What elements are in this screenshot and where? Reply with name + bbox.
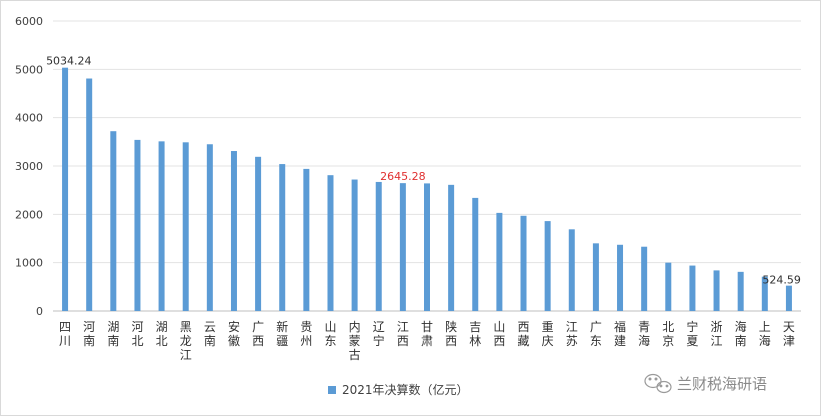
- x-tick-label: 湖南: [107, 319, 119, 348]
- data-label: 524.59: [762, 274, 801, 287]
- y-tick-label: 5000: [15, 63, 43, 76]
- x-tick-label: 重庆: [542, 320, 554, 348]
- y-tick-label: 4000: [15, 112, 43, 125]
- bar: [86, 78, 93, 312]
- y-tick-label: 6000: [15, 15, 43, 28]
- bar: [761, 276, 768, 311]
- x-tick-label: 甘肃: [421, 320, 433, 348]
- bar: [255, 156, 262, 311]
- x-tick-label: 浙江: [711, 320, 723, 348]
- bar: [230, 151, 237, 311]
- x-tick-label: 江西: [397, 320, 409, 348]
- x-tick-label: 福建: [614, 319, 626, 348]
- legend-label: 2021年决算数（亿元）: [342, 382, 469, 397]
- x-tick-label: 广西: [252, 320, 264, 348]
- bar: [472, 197, 479, 311]
- x-tick-label: 河北: [131, 320, 143, 348]
- x-tick-label: 山西: [493, 320, 505, 348]
- bar: [303, 168, 310, 311]
- bar: [448, 184, 455, 311]
- bar: [351, 179, 358, 311]
- y-axis: 0 1000 2000 3000 4000 5000 6000: [15, 15, 43, 318]
- legend: 2021年决算数（亿元）: [328, 382, 469, 397]
- y-tick-label: 2000: [15, 208, 43, 221]
- bar: [689, 265, 696, 311]
- bar: [206, 144, 213, 311]
- x-tick-label: 新疆: [276, 319, 288, 348]
- bar: [785, 285, 792, 311]
- bar: [158, 141, 165, 311]
- bar: [424, 183, 430, 311]
- x-tick-label: 四川: [59, 320, 71, 348]
- data-labels: 5034.24 2645.28 524.59: [46, 55, 801, 287]
- x-tick-label: 青海: [638, 320, 650, 348]
- bar: [134, 139, 141, 311]
- bars: [62, 67, 792, 312]
- data-label: 2645.28: [380, 170, 426, 183]
- x-tick-label: 山东: [324, 320, 336, 348]
- bar: [62, 67, 69, 311]
- legend-swatch: [328, 386, 336, 394]
- bar: [399, 183, 406, 311]
- x-tick-label: 广东: [590, 320, 602, 348]
- bar: [568, 229, 575, 311]
- x-tick-label: 西藏: [518, 320, 530, 348]
- bar: [496, 212, 503, 311]
- y-tick-label: 3000: [15, 160, 43, 173]
- watermark-text: 兰财税海研语: [677, 375, 767, 393]
- x-tick-label: 辽宁: [373, 320, 385, 348]
- bar: [327, 175, 334, 311]
- x-tick-label: 吉林: [469, 320, 481, 348]
- wechat-icon: [644, 373, 672, 394]
- bar: [592, 243, 599, 311]
- x-tick-label: 云南: [204, 320, 216, 348]
- bar: [641, 246, 648, 311]
- x-tick-label: 河南: [83, 320, 95, 348]
- x-tick-label: 天津: [783, 320, 795, 348]
- y-tick-label: 0: [36, 305, 43, 318]
- bar: [544, 221, 551, 311]
- bar: [665, 262, 672, 311]
- bar: [617, 244, 624, 311]
- bar: [279, 164, 286, 311]
- x-tick-label: 湖北: [156, 319, 168, 348]
- x-tick-label: 江苏: [566, 320, 578, 348]
- data-label: 5034.24: [46, 55, 91, 68]
- bar: [737, 271, 744, 311]
- x-tick-label: 宁夏: [686, 319, 698, 348]
- x-tick-label: 海南: [735, 319, 747, 348]
- bar: [520, 215, 527, 311]
- x-tick-label: 贵州: [300, 320, 312, 348]
- x-tick-label: 北京: [662, 320, 674, 348]
- x-tick-label: 安徽: [228, 319, 240, 348]
- bar: [713, 270, 720, 311]
- bar: [110, 131, 117, 311]
- bar: [375, 181, 382, 311]
- x-tick-label: 内蒙古: [349, 320, 361, 362]
- x-tick-label: 黑龙江: [180, 320, 192, 362]
- watermark: 兰财税海研语: [644, 373, 767, 394]
- y-tick-label: 1000: [15, 257, 43, 270]
- x-tick-label: 陕西: [445, 319, 457, 348]
- bar: [182, 142, 189, 311]
- x-tick-label: 上海: [759, 320, 771, 348]
